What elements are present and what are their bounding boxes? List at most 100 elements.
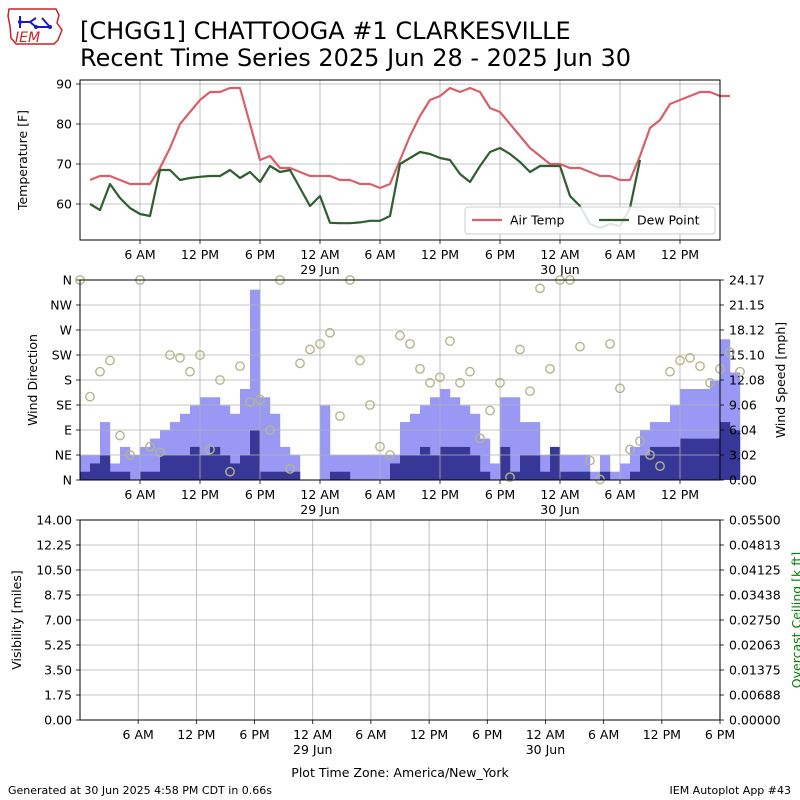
wind-gust-bar: [360, 455, 371, 480]
ceiling-tick-label: 0.00688: [729, 688, 781, 703]
wind-direction-point: [245, 397, 255, 408]
wind-panel: N NE E SE S SW W NW N 0.00 3.02 6.04 9.06 12.08 15.10 1…: [25, 273, 788, 518]
ceiling-tick-label: 0.00000: [729, 713, 781, 728]
wind-speed-bar: [570, 471, 581, 480]
visibility-tick-label: 1.75: [44, 688, 72, 703]
x-tick-label: 6 PM: [239, 727, 269, 742]
speed-tick-label: 3.02: [729, 448, 757, 463]
wind-gust-bar: [610, 471, 621, 480]
legend-box: [464, 206, 716, 235]
wind-direction-point: [725, 347, 735, 358]
wind-direction-point: [735, 366, 745, 377]
wind-speed-bar: [110, 471, 121, 480]
y-tick-label: 70: [56, 157, 72, 172]
wind-direction-point: [95, 366, 105, 377]
wind-gust-bar: [460, 405, 471, 480]
wind-speed-bar: [480, 471, 491, 480]
wind-gust-bar: [470, 413, 481, 480]
wind-direction-point: [595, 474, 605, 485]
direction-tick-label: SW: [52, 348, 72, 363]
wind-gust-bar: [480, 438, 491, 480]
wind-gust-bar: [80, 455, 91, 480]
x-tick-label: 6 AM: [604, 247, 635, 262]
chart-title: [CHGG1] CHATTOOGA #1 CLARKESVILLE: [80, 17, 571, 45]
wind-direction-point: [685, 352, 695, 363]
wind-gust-bar: [170, 422, 181, 480]
wind-direction-point: [665, 366, 675, 377]
wind-speed-bar: [510, 471, 521, 480]
wind-gust-bar: [700, 388, 711, 480]
x-tick-label: 6 PM: [485, 487, 515, 502]
wind-gust-bar: [370, 455, 381, 480]
visibility-tick-label: 12.25: [36, 538, 72, 553]
wind-speed-bar: [270, 471, 281, 480]
x-tick-label: 12 PM: [421, 247, 459, 262]
wind-speed-bar: [690, 438, 701, 480]
wind-direction-point: [485, 405, 495, 416]
wind-gust-bar: [250, 289, 261, 480]
x-tick-label: 6 AM: [123, 727, 154, 742]
x-tick-label: 6 PM: [472, 727, 502, 742]
wind-gust-bar: [690, 388, 701, 480]
ceiling-tick-label: 0.02750: [729, 613, 781, 628]
wind-speed-bar: [200, 455, 211, 480]
x-tick-label: 12 PM: [643, 727, 681, 742]
wind-speed-bar: [440, 446, 451, 480]
wind-gust-bar: [100, 422, 111, 480]
wind-speed-bar: [120, 471, 131, 480]
wind-speed-bar: [470, 455, 481, 480]
wind-direction-point: [385, 450, 395, 460]
wind-direction-point: [585, 455, 595, 466]
wind-direction-point: [505, 472, 515, 483]
wind-gust-bar: [410, 413, 421, 480]
ceiling-tick-label: 0.04813: [729, 538, 781, 553]
direction-tick-label: N: [63, 273, 72, 288]
wind-direction-point: [85, 391, 95, 402]
y-axis-label-left: Visibility [miles]: [9, 570, 24, 669]
wind-gust-bar: [670, 405, 681, 480]
wind-gust-bar: [200, 397, 211, 480]
wind-direction-point: [335, 411, 345, 422]
axes-frame: [79, 279, 721, 481]
generated-note: Generated at 30 Jun 2025 4:58 PM CDT in …: [8, 784, 273, 797]
x-tick-label: 12 PM: [181, 247, 219, 262]
wind-speed-bar: [190, 446, 201, 480]
x-tick-sublabel: 30 Jun: [540, 262, 579, 277]
visibility-panel: 0.00 1.75 3.50 5.25 7.00 8.75 10.50 12.25 14.00 0…: [9, 513, 800, 758]
wind-speed-bar: [430, 455, 441, 480]
wind-gust-bar: [340, 455, 351, 480]
wind-gust-bar: [680, 388, 691, 480]
wind-speed-bar: [660, 446, 671, 480]
wind-direction-point: [365, 400, 375, 410]
wind-gust-bar: [320, 405, 331, 480]
wind-direction-point: [285, 463, 295, 474]
visibility-tick-label: 10.50: [36, 563, 72, 578]
x-tick-label: 6 AM: [124, 247, 155, 262]
wind-direction-point: [115, 430, 125, 441]
wind-speed-bar: [700, 438, 711, 480]
legend-label: Air Temp: [510, 213, 565, 228]
wind-direction-point: [655, 461, 665, 472]
wind-gust-bar: [430, 397, 441, 480]
x-tick-sublabel: 30 Jun: [526, 742, 565, 757]
ceiling-tick-label: 0.03438: [729, 588, 781, 603]
wind-direction-point: [395, 330, 405, 341]
wind-gust-bar: [500, 397, 511, 480]
y-axis-label: Temperature [F]: [15, 110, 30, 211]
wind-gust-bar: [720, 339, 731, 480]
x-tick-label: 12 PM: [181, 487, 219, 502]
wind-speed-bar: [630, 471, 641, 480]
wind-direction-point: [525, 386, 535, 397]
x-tick-sublabel: 29 Jun: [293, 742, 332, 757]
x-tick-label: 6 AM: [604, 487, 635, 502]
wind-gust-bar: [620, 463, 631, 480]
wind-speed-bar: [210, 446, 221, 480]
wind-direction-point: [235, 361, 245, 372]
direction-tick-label: NW: [50, 298, 72, 313]
wind-speed-bar: [730, 430, 741, 480]
wind-direction-point: [625, 444, 635, 455]
visibility-tick-label: 5.25: [44, 638, 72, 653]
x-tick-label: 6 PM: [245, 247, 275, 262]
